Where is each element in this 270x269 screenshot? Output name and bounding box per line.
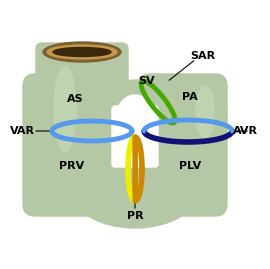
Text: SV: SV: [139, 76, 155, 86]
Ellipse shape: [53, 48, 111, 56]
Ellipse shape: [73, 156, 197, 228]
FancyBboxPatch shape: [112, 106, 158, 167]
FancyBboxPatch shape: [36, 43, 128, 135]
Ellipse shape: [54, 66, 76, 151]
Ellipse shape: [43, 42, 121, 62]
Ellipse shape: [196, 86, 214, 138]
Text: PLV: PLV: [179, 161, 201, 171]
Ellipse shape: [145, 78, 227, 150]
Text: PR: PR: [127, 211, 143, 221]
Ellipse shape: [115, 95, 155, 147]
Text: SAR: SAR: [190, 51, 215, 61]
Ellipse shape: [106, 80, 164, 128]
Ellipse shape: [47, 45, 117, 59]
Text: PA: PA: [182, 92, 198, 102]
Text: AVR: AVR: [233, 126, 258, 136]
Text: PRV: PRV: [59, 161, 85, 171]
Text: VAR: VAR: [10, 126, 35, 136]
Text: AS: AS: [67, 94, 83, 104]
FancyBboxPatch shape: [138, 74, 227, 216]
Ellipse shape: [41, 55, 123, 173]
FancyBboxPatch shape: [23, 74, 112, 216]
